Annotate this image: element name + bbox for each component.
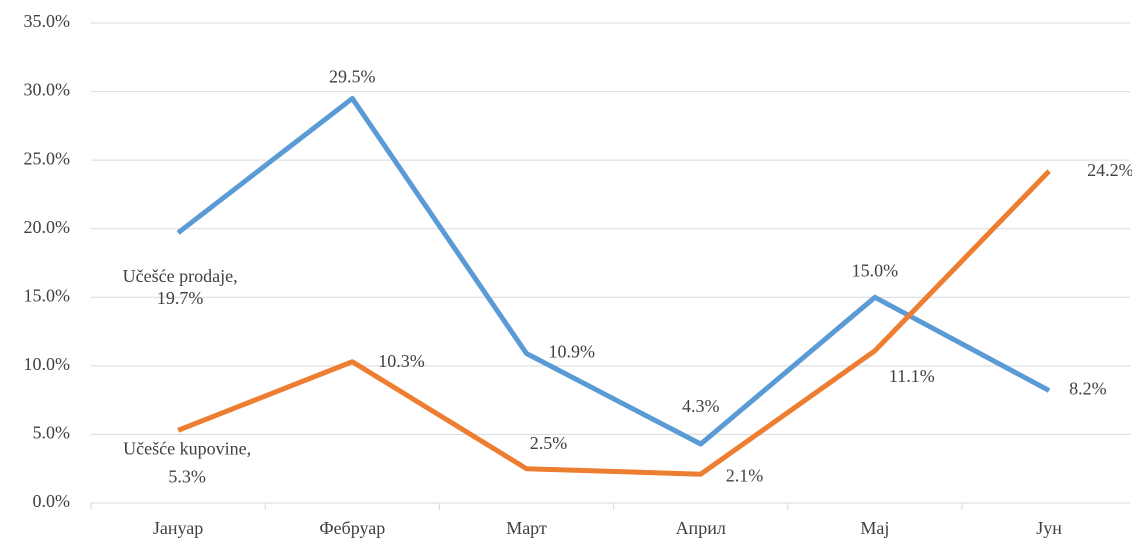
series-line xyxy=(177,169,1051,477)
data-label: 2.1% xyxy=(726,465,764,485)
x-tick-label: Април xyxy=(676,518,726,538)
y-tick-label: 25.0% xyxy=(24,148,71,168)
data-label: 24.2% xyxy=(1087,160,1132,180)
data-label: 8.2% xyxy=(1069,379,1107,399)
data-label: 10.3% xyxy=(378,351,425,371)
y-tick-label: 15.0% xyxy=(24,285,71,305)
data-label: 10.9% xyxy=(549,342,596,362)
label-separator: , xyxy=(233,266,238,286)
label-separator: , xyxy=(247,438,252,458)
y-tick-label: 0.0% xyxy=(33,491,71,511)
series-name-label: Učešće prodaje, xyxy=(123,266,238,286)
data-label: 19.7% xyxy=(157,288,204,308)
data-label: 11.1% xyxy=(889,366,935,386)
data-label: 2.5% xyxy=(530,433,568,453)
series-line xyxy=(176,95,1051,447)
series-name-label: Učešće kupovine, xyxy=(123,438,251,458)
y-tick-label: 35.0% xyxy=(24,11,71,31)
data-label: 15.0% xyxy=(852,260,899,280)
data-label: 29.5% xyxy=(329,67,376,87)
y-tick-label: 30.0% xyxy=(24,80,71,100)
x-tick-label: Јун xyxy=(1036,518,1062,538)
data-label: 4.3% xyxy=(682,396,720,416)
x-tick-label: Мај xyxy=(860,518,889,538)
series-name: Učešće kupovine xyxy=(123,438,246,458)
x-tick-label: Јануар xyxy=(153,518,203,538)
y-tick-label: 5.0% xyxy=(33,423,71,443)
x-tick-label: Фебруар xyxy=(319,518,385,538)
x-tick-label: Март xyxy=(506,518,547,538)
y-tick-label: 10.0% xyxy=(24,354,71,374)
series-name: Učešće prodaje xyxy=(123,266,233,286)
y-tick-label: 20.0% xyxy=(24,217,71,237)
data-label: 5.3% xyxy=(168,466,206,486)
